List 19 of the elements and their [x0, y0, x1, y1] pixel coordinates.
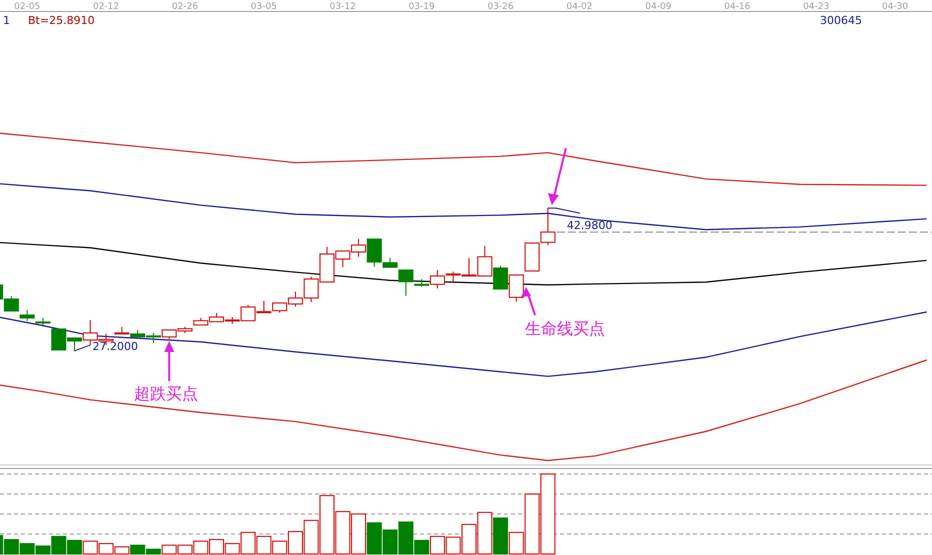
x-tick-label: 04-16 [724, 2, 751, 12]
annotation: 1 [3, 14, 10, 27]
annotation: 生命线买点 [525, 319, 605, 338]
annotation: 42.9800 [566, 219, 612, 232]
x-tick-label: 04-23 [803, 2, 830, 12]
x-tick-label: 03-05 [250, 2, 277, 12]
x-tick-label: 02-26 [172, 2, 198, 12]
annotation: 300645 [820, 14, 862, 27]
annotation: 超跌买点 [134, 384, 198, 403]
annotation: Bt=25.8910 [28, 14, 95, 27]
x-tick-label: 04-09 [645, 2, 672, 12]
x-tick-label: 03-26 [487, 2, 514, 12]
x-tick-label: 03-12 [330, 2, 356, 12]
x-tick-label: 02-12 [92, 2, 120, 12]
x-tick-label: 04-30 [882, 2, 908, 12]
x-tick-label: 03-19 [408, 2, 436, 12]
x-tick-label: 02-05 [14, 2, 40, 12]
annotation: 27.2000 [92, 340, 138, 353]
x-tick-label: 04-02 [566, 2, 593, 12]
